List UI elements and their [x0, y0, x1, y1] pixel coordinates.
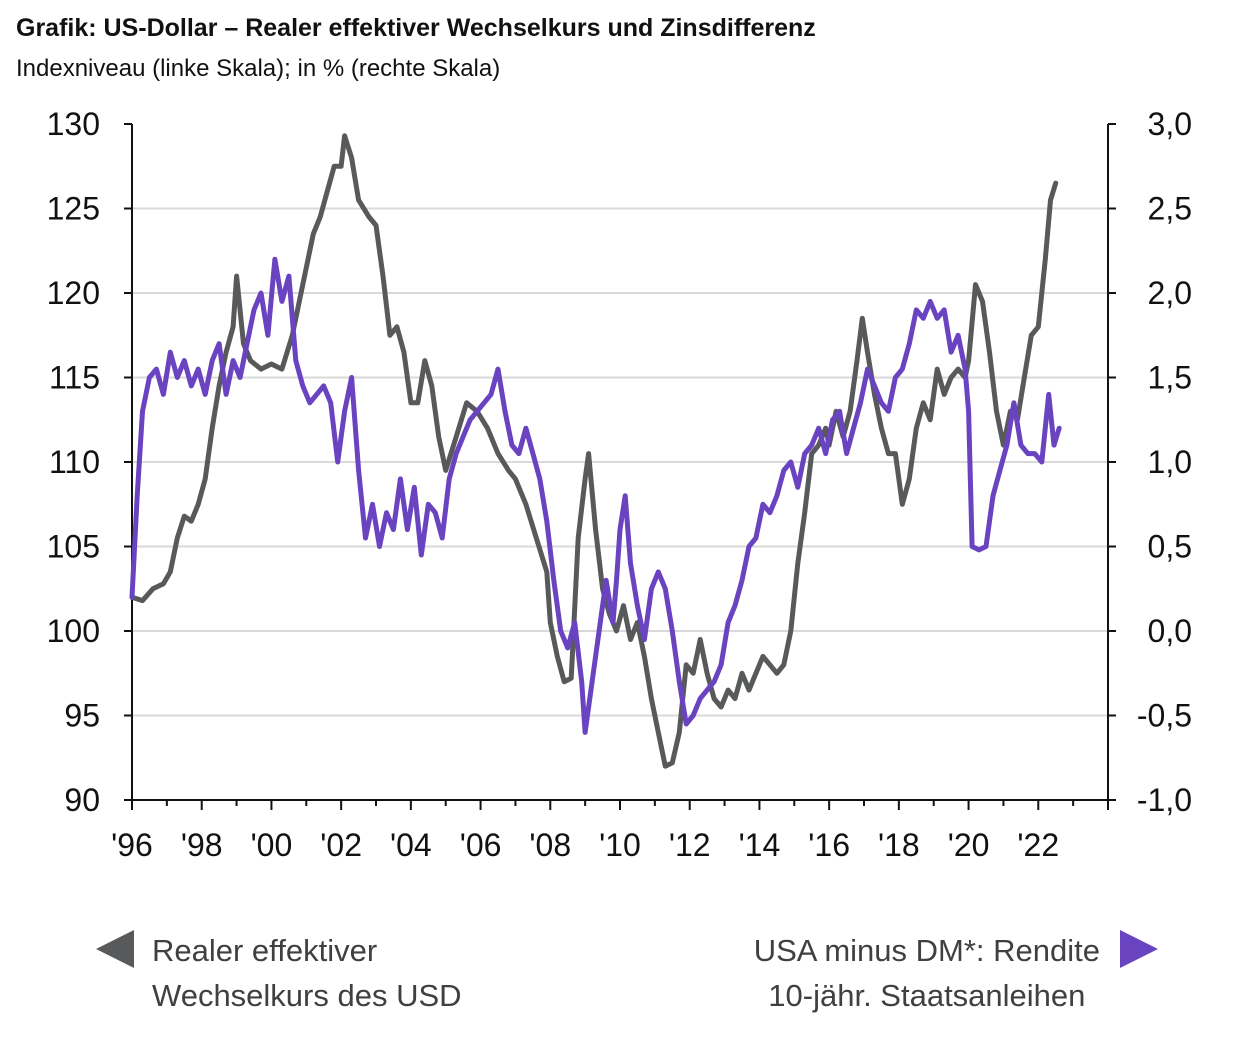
y-left-tick-label: 125 [47, 191, 100, 227]
legend-usd-line2: Wechselkurs des USD [152, 978, 462, 1013]
y-left-tick-label: 100 [47, 613, 100, 649]
x-tick-label: '04 [390, 827, 432, 863]
y-right-tick-label: -0,5 [1137, 698, 1192, 734]
y-left-tick-label: 110 [49, 444, 100, 480]
legend-spread-line1: USA minus DM*: Rendite [753, 933, 1100, 968]
y-left-tick-label: 115 [49, 360, 100, 396]
line-chart: 90 95 100 105 110 115 120 125 130 -1,0 -0,5 0,0 0,5 1… [47, 106, 1192, 863]
y-left-tick-label: 105 [47, 529, 100, 565]
x-tick-label: '14 [739, 827, 781, 863]
x-tick-label: '08 [529, 827, 571, 863]
y-left-tick-label: 95 [64, 698, 100, 734]
series-line-spread [129, 256, 1062, 735]
x-tick-label: '20 [948, 827, 990, 863]
triangle-left-icon [96, 930, 134, 968]
legend-item-spread: USA minus DM*: Rendite 10-jähr. Staatsan… [753, 928, 1158, 1018]
x-tick-label: '12 [669, 827, 711, 863]
x-tick-label: '22 [1017, 827, 1059, 863]
y-right-tick-label: -1,0 [1137, 782, 1192, 818]
y-right-tick-label: 1,5 [1148, 360, 1192, 396]
x-tick-label: '00 [251, 827, 293, 863]
y-right-tick-label: 0,0 [1148, 613, 1192, 649]
y-right-tick-label: 1,0 [1148, 444, 1192, 480]
x-tick-label: '96 [111, 827, 153, 863]
x-tick-label: '06 [460, 827, 502, 863]
y-left-tick-label: 90 [64, 782, 100, 818]
chart-title: Grafik: US-Dollar – Realer effektiver We… [16, 14, 816, 42]
x-tick-label: '98 [181, 827, 223, 863]
series-line-usd [129, 133, 1059, 769]
x-tick-label: '18 [878, 827, 920, 863]
y-right-tick-label: 2,0 [1148, 275, 1192, 311]
legend-item-usd: Realer effektiver Wechselkurs des USD [96, 928, 462, 1018]
legend-spread-line2: 10-jähr. Staatsanleihen [768, 978, 1086, 1013]
chart-subtitle: Indexniveau (linke Skala); in % (rechte … [16, 55, 501, 82]
y-right-tick-label: 0,5 [1148, 529, 1192, 565]
y-left-tick-label: 120 [47, 275, 100, 311]
x-tick-label: '02 [320, 827, 362, 863]
x-tick-label: '16 [808, 827, 850, 863]
x-tick-label: '10 [599, 827, 641, 863]
y-right-tick-label: 3,0 [1148, 106, 1192, 142]
triangle-right-icon [1120, 930, 1158, 968]
legend-usd-line1: Realer effektiver [152, 933, 378, 968]
y-left-tick-label: 130 [47, 106, 100, 142]
y-right-tick-label: 2,5 [1148, 191, 1192, 227]
